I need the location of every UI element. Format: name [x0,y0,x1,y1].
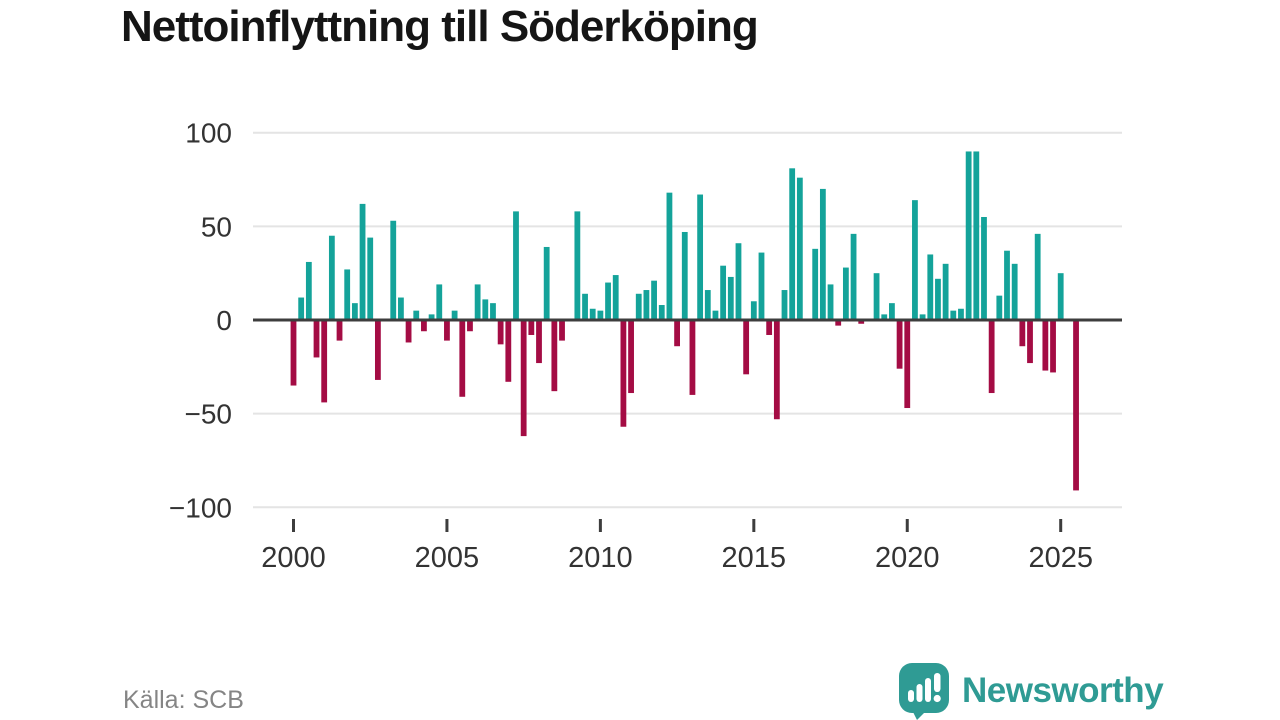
svg-text:−100: −100 [169,492,232,523]
svg-text:2020: 2020 [875,542,940,574]
svg-text:−50: −50 [185,399,233,430]
chart-title: Nettoinflyttning till Söderköping [121,2,759,51]
bar-chart: 100 50 0 −50 −100 2000 2005 2010 2015 2020 2025 [0,90,1280,590]
svg-text:2025: 2025 [1028,542,1093,574]
bar-chart-canvas: 100 50 0 −50 −100 2000 2005 2010 2015 2020 2025 [169,118,1122,574]
svg-text:100: 100 [185,118,232,149]
brand-logo: Newsworthy [898,662,1168,720]
svg-text:0: 0 [216,305,232,336]
brand-name: Newsworthy [962,671,1164,710]
svg-text:2005: 2005 [415,542,480,574]
svg-text:2000: 2000 [261,542,326,574]
svg-text:2015: 2015 [722,542,787,574]
svg-text:50: 50 [201,211,232,242]
speech-bubble-bar-chart-icon [899,663,949,720]
source-note: Källa: SCB [123,686,244,714]
svg-text:2010: 2010 [568,542,633,574]
